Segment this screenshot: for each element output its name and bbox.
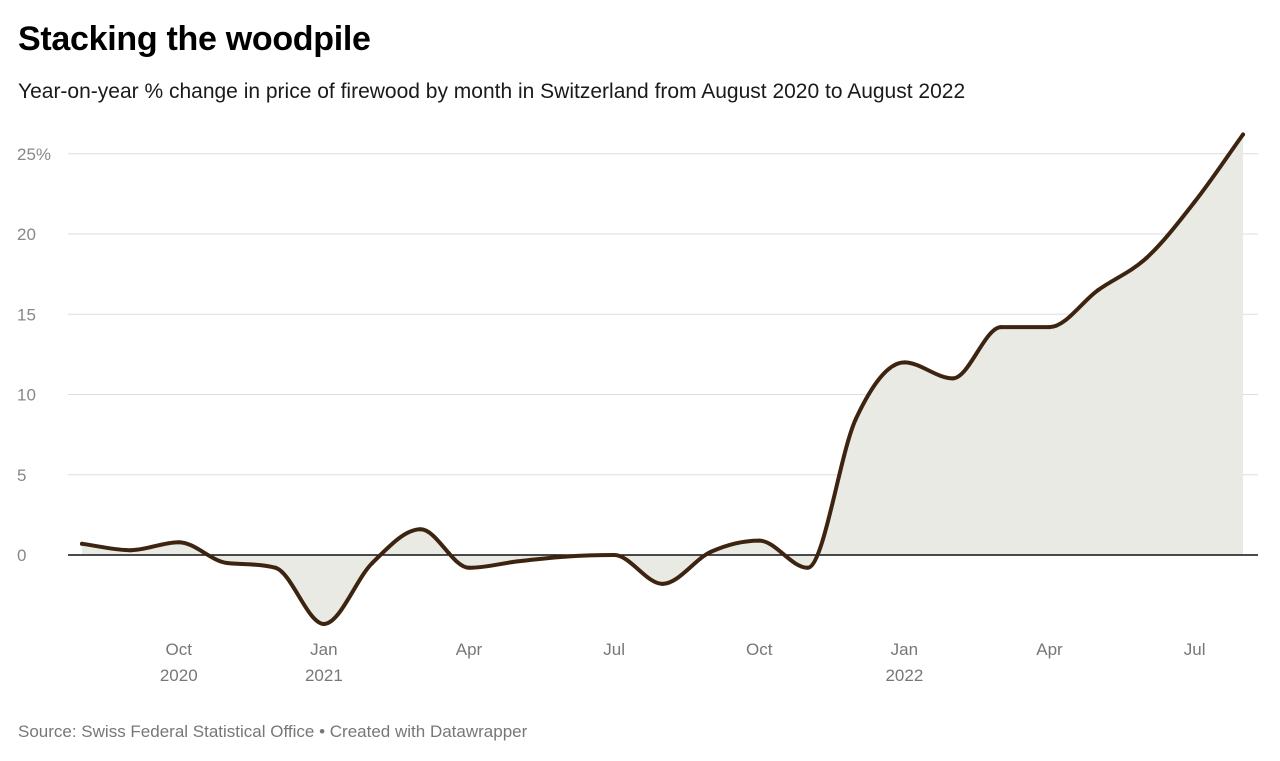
data-point-2020-09 (128, 548, 133, 553)
data-point-2022-08 (1241, 132, 1245, 137)
x-tick-year: 2021 (305, 666, 343, 685)
data-point-2021-08 (660, 581, 665, 586)
data-point-2020-08 (80, 541, 84, 546)
y-tick-label: 0 (17, 546, 26, 565)
data-point-2022-06 (1144, 256, 1149, 261)
source-note: Source: Swiss Federal Statistical Office (18, 722, 315, 741)
x-axis-ticks: Oct 2020 Jan 2021 Apr Jul Oct Jan 2022 Apr Jul (160, 640, 1206, 685)
data-point-2021-10 (757, 538, 762, 543)
data-point-2021-04 (467, 565, 471, 570)
y-tick-label: 10 (17, 386, 36, 405)
data-point-2021-09 (708, 549, 713, 554)
x-tick-label: Jul (1184, 640, 1206, 659)
data-point-2020-12 (273, 565, 278, 570)
footer-separator: • (319, 722, 326, 741)
data-point-2021-07 (612, 553, 617, 557)
x-tick-year: 2022 (885, 666, 923, 685)
chart-title: Stacking the woodpile (18, 20, 371, 58)
y-tick-label: 20 (17, 225, 36, 244)
data-point-2022-02 (950, 376, 955, 381)
chart-area: 0 5 10 15 20 25% Oct 2020 Jan 2021 Apr Jul Oct Jan 20… (17, 132, 1258, 685)
x-tick-label: Oct (166, 640, 193, 659)
y-axis-ticks: 0 5 10 15 20 25% (17, 145, 51, 565)
y-tick-label: 5 (17, 466, 26, 485)
data-point-2021-12 (854, 416, 858, 421)
data-point-2020-11 (225, 561, 230, 565)
x-tick-label: Jul (603, 640, 625, 659)
footer: Source: Swiss Federal Statistical Office… (18, 721, 527, 743)
data-point-2021-02 (370, 561, 375, 565)
data-point-2022-03 (999, 325, 1004, 330)
data-point-2021-03 (418, 527, 423, 532)
data-point-2022-01 (902, 360, 907, 365)
data-point-2022-04 (1047, 325, 1052, 330)
data-point-2022-07 (1192, 199, 1197, 204)
data-point-2021-11 (805, 565, 810, 570)
data-point-2020-10 (176, 540, 181, 545)
x-tick-label: Jan (310, 640, 337, 659)
y-tick-label: 25% (17, 145, 51, 164)
x-tick-label: Apr (1036, 640, 1063, 659)
x-tick-label: Jan (891, 640, 918, 659)
credit-note: Created with Datawrapper (329, 722, 528, 741)
data-points (80, 132, 1245, 626)
area-fill (82, 134, 1243, 624)
x-tick-year: 2020 (160, 666, 198, 685)
x-tick-label: Oct (746, 640, 773, 659)
data-point-2021-01 (321, 622, 326, 626)
y-tick-label: 15 (17, 305, 36, 324)
data-point-2021-06 (563, 554, 568, 559)
data-point-2021-05 (515, 559, 520, 564)
x-tick-label: Apr (456, 640, 483, 659)
data-point-2022-05 (1095, 288, 1100, 293)
chart-subtitle: Year-on-year % change in price of firewo… (18, 80, 966, 103)
